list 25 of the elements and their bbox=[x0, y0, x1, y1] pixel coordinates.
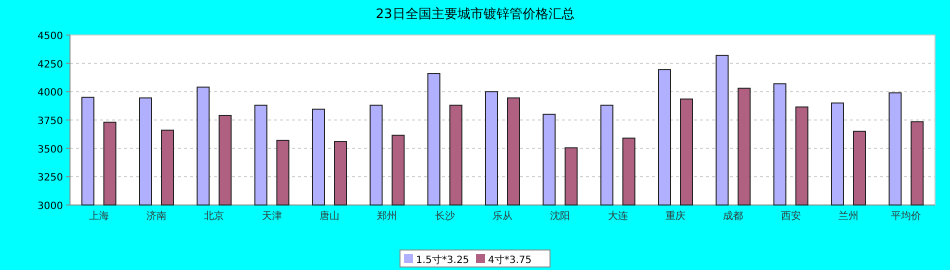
x-tick-label: 大连 bbox=[608, 210, 628, 222]
y-tick-label: 3500 bbox=[38, 144, 63, 156]
y-tick-label: 3000 bbox=[38, 201, 63, 212]
y-tick-label: 3250 bbox=[38, 172, 63, 184]
x-tick-label: 北京 bbox=[204, 210, 224, 222]
chart-title: 23日全国主要城市镀锌管价格汇总 bbox=[376, 6, 574, 22]
x-tick-label: 乐从 bbox=[492, 210, 512, 222]
x-tick-label: 兰州 bbox=[838, 210, 858, 222]
y-tick-label: 4250 bbox=[38, 59, 63, 70]
x-tick-label: 成都 bbox=[723, 210, 744, 222]
x-tick-label: 济南 bbox=[146, 210, 166, 222]
x-tick-label: 平均价 bbox=[891, 210, 922, 222]
x-tick-label: 重庆 bbox=[666, 210, 686, 222]
legend-label: 1.5寸*3.25 bbox=[416, 254, 470, 266]
y-tick-label: 3750 bbox=[38, 116, 63, 127]
x-tick-label: 郑州 bbox=[377, 210, 398, 222]
x-tick-label: 沈阳 bbox=[550, 210, 570, 222]
x-tick-label: 天津 bbox=[262, 210, 282, 222]
y-tick-label: 4500 bbox=[38, 31, 63, 42]
y-tick-label: 4000 bbox=[38, 88, 63, 99]
legend-label: 4寸*3.75 bbox=[488, 254, 532, 266]
x-tick-label: 唐山 bbox=[320, 210, 340, 222]
x-tick-label: 西安 bbox=[780, 210, 801, 222]
x-tick-label: 上海 bbox=[88, 210, 109, 222]
x-tick-label: 长沙 bbox=[434, 210, 455, 222]
